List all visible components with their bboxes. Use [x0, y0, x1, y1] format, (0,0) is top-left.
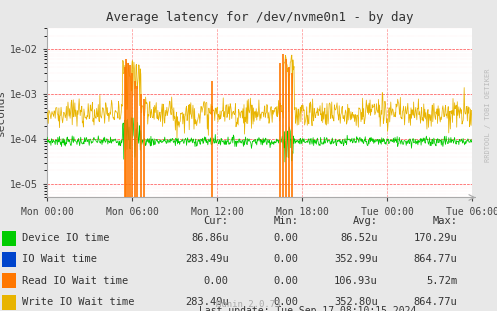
Text: 283.49u: 283.49u	[185, 254, 229, 264]
Text: 0.00: 0.00	[273, 254, 298, 264]
Text: 86.86u: 86.86u	[191, 233, 229, 243]
Text: IO Wait time: IO Wait time	[22, 254, 97, 264]
Bar	[2, 230, 16, 246]
Text: 0.00: 0.00	[273, 276, 298, 286]
Text: Max:: Max:	[432, 216, 457, 225]
Text: Min:: Min:	[273, 216, 298, 225]
Bar	[2, 273, 16, 289]
Text: Avg:: Avg:	[353, 216, 378, 225]
Text: 283.49u: 283.49u	[185, 297, 229, 307]
Text: 864.77u: 864.77u	[414, 297, 457, 307]
Text: 86.52u: 86.52u	[340, 233, 378, 243]
Text: 0.00: 0.00	[273, 297, 298, 307]
Text: 352.80u: 352.80u	[334, 297, 378, 307]
Text: Munin 2.0.73: Munin 2.0.73	[216, 300, 281, 309]
Text: 170.29u: 170.29u	[414, 233, 457, 243]
Title: Average latency for /dev/nvme0n1 - by day: Average latency for /dev/nvme0n1 - by da…	[106, 11, 414, 24]
Y-axis label: seconds: seconds	[0, 89, 6, 136]
Text: 5.72m: 5.72m	[426, 276, 457, 286]
Bar	[2, 252, 16, 267]
Text: 0.00: 0.00	[204, 276, 229, 286]
Bar	[2, 295, 16, 310]
Text: 0.00: 0.00	[273, 233, 298, 243]
Text: Last update: Tue Sep 17 08:10:15 2024: Last update: Tue Sep 17 08:10:15 2024	[199, 306, 417, 311]
Text: 352.99u: 352.99u	[334, 254, 378, 264]
Text: Read IO Wait time: Read IO Wait time	[22, 276, 129, 286]
Text: RRDTOOL / TOBI OETIKER: RRDTOOL / TOBI OETIKER	[485, 68, 491, 162]
Text: Write IO Wait time: Write IO Wait time	[22, 297, 135, 307]
Text: Cur:: Cur:	[204, 216, 229, 225]
Text: 106.93u: 106.93u	[334, 276, 378, 286]
Text: Device IO time: Device IO time	[22, 233, 110, 243]
Text: 864.77u: 864.77u	[414, 254, 457, 264]
